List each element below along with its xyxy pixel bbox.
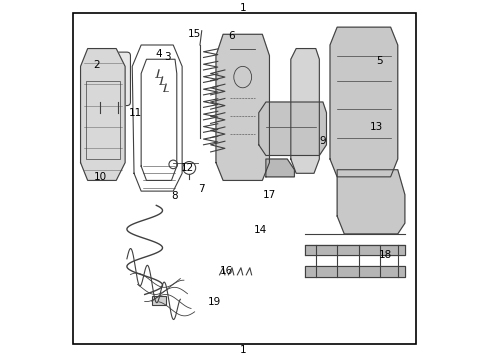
Text: 14: 14: [253, 225, 266, 235]
Polygon shape: [305, 266, 404, 276]
Bar: [86, 81, 120, 159]
Text: 19: 19: [207, 297, 221, 307]
Polygon shape: [305, 244, 404, 255]
Text: 18: 18: [378, 250, 391, 260]
Text: 10: 10: [93, 172, 106, 182]
Polygon shape: [81, 49, 125, 180]
Text: 6: 6: [228, 31, 235, 41]
Text: 9: 9: [319, 136, 325, 146]
Text: 17: 17: [262, 190, 276, 200]
Text: 13: 13: [369, 122, 382, 132]
Text: 1: 1: [239, 3, 245, 13]
Polygon shape: [290, 49, 319, 173]
Text: 4: 4: [155, 49, 162, 59]
Text: 15: 15: [187, 29, 201, 39]
Polygon shape: [258, 102, 326, 156]
Text: 12: 12: [181, 163, 194, 173]
Text: 11: 11: [129, 108, 142, 118]
Text: 1: 1: [239, 345, 245, 355]
Bar: [152, 296, 166, 305]
Text: 2: 2: [93, 60, 100, 69]
Text: 3: 3: [164, 53, 171, 63]
Text: 7: 7: [198, 184, 204, 194]
Text: 8: 8: [171, 192, 178, 202]
FancyBboxPatch shape: [87, 52, 130, 105]
Polygon shape: [336, 170, 404, 234]
Text: 5: 5: [376, 56, 383, 66]
Polygon shape: [216, 34, 269, 180]
Polygon shape: [265, 159, 294, 177]
Polygon shape: [329, 27, 397, 177]
Text: 16: 16: [220, 266, 233, 276]
